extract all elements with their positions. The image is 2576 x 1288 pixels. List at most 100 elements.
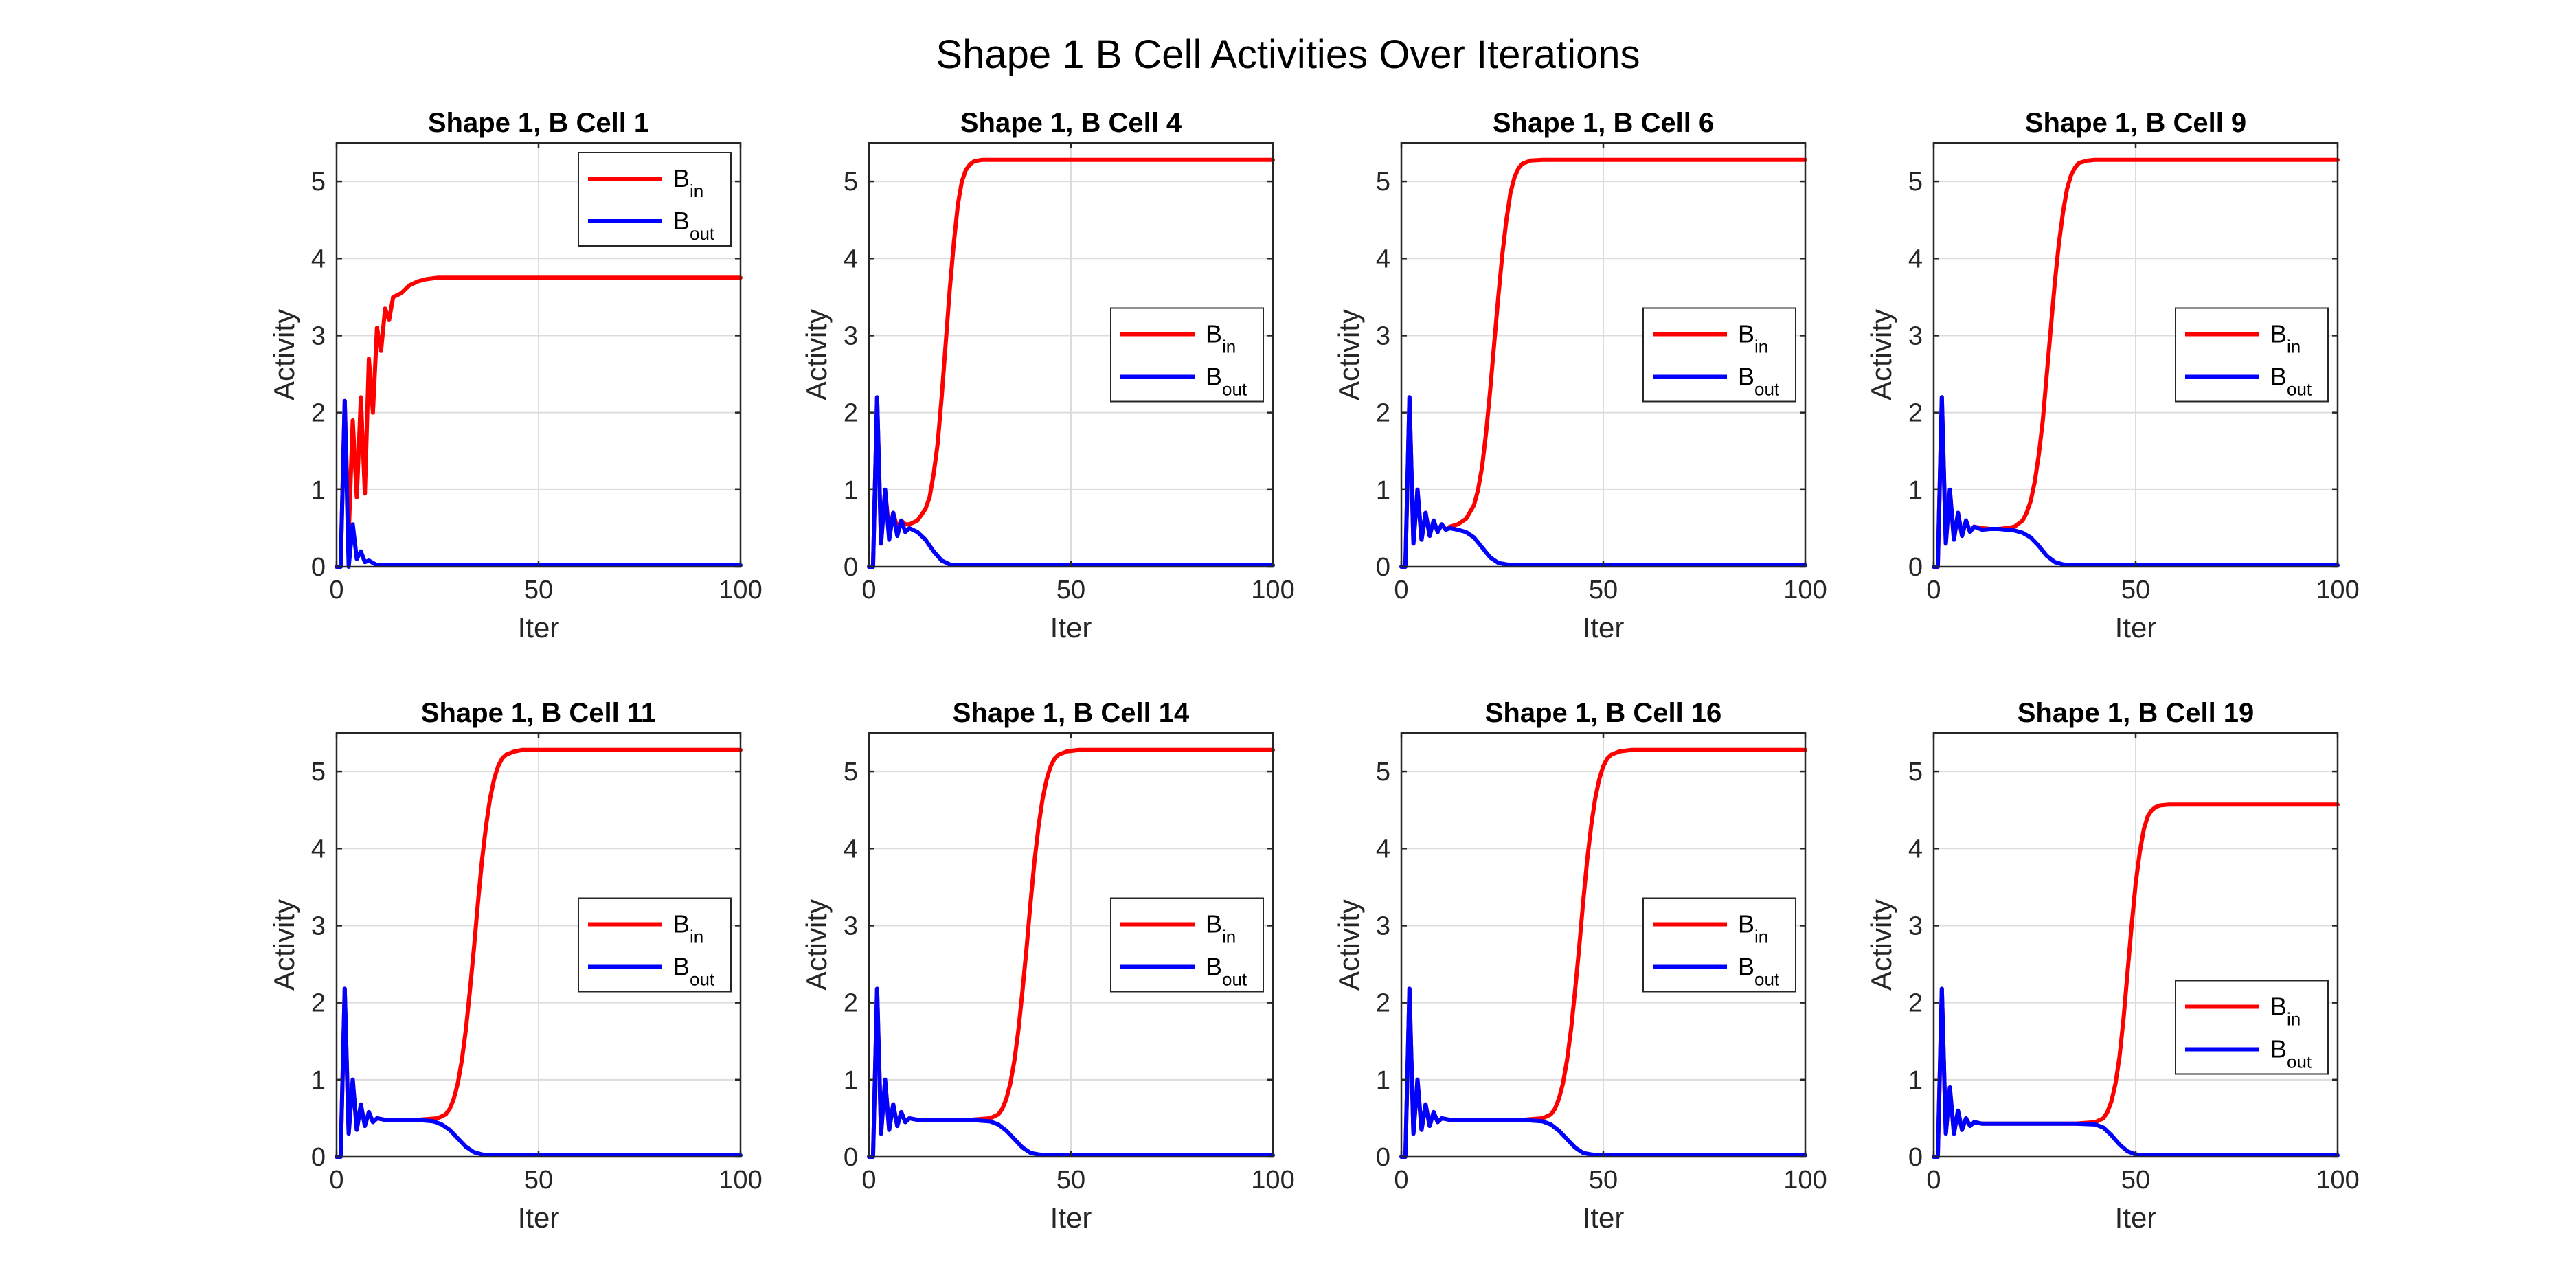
legend-box (578, 897, 732, 993)
x-axis-label: Iter (1583, 611, 1625, 644)
y-tick-label: 2 (1908, 399, 1923, 428)
series-line-b-out (1399, 986, 1807, 1159)
legend-label-b-in: Bin (673, 164, 703, 201)
subplot-title: Shape 1, B Cell 19 (2018, 698, 2255, 728)
x-tick-label: 0 (329, 1166, 343, 1195)
x-axis-label: Iter (1583, 1201, 1625, 1234)
x-tick-label: 100 (1251, 1166, 1294, 1195)
x-tick-label: 0 (1926, 1166, 1941, 1195)
y-tick-label: 1 (311, 476, 326, 505)
y-tick-label: 3 (844, 912, 858, 940)
legend-label-b-in: Bin (2270, 320, 2301, 357)
legend-label-b-in: Bin (1738, 320, 1768, 357)
y-axis-label: Activity (1333, 899, 1365, 991)
y-tick-label: 2 (1376, 399, 1390, 428)
y-tick-label: 1 (311, 1066, 326, 1095)
y-tick-label: 4 (311, 835, 326, 863)
y-axis-label: Activity (268, 309, 300, 400)
y-tick-label: 4 (1908, 245, 1923, 273)
legend-box (1642, 897, 1796, 993)
series-line-b-out (1399, 395, 1807, 569)
y-tick-label: 4 (1376, 245, 1390, 273)
y-axis-label: Activity (268, 899, 300, 991)
y-axis-label: Activity (800, 309, 833, 400)
x-tick-label: 0 (861, 1166, 876, 1195)
legend-label-b-out: Bout (1738, 363, 1780, 400)
x-tick-label: 100 (1783, 1166, 1827, 1195)
series-line-b-out (1932, 395, 2340, 569)
x-tick-label: 50 (1589, 576, 1618, 605)
legend-box (1110, 897, 1264, 993)
y-tick-label: 4 (311, 245, 326, 273)
x-axis-label: Iter (2115, 611, 2157, 644)
y-tick-label: 0 (1376, 553, 1390, 582)
y-tick-label: 0 (1376, 1143, 1390, 1172)
legend-label-b-in: Bin (1206, 910, 1236, 947)
legend-label-b-out: Bout (2270, 363, 2312, 400)
y-tick-label: 2 (311, 989, 326, 1018)
legend-box (2175, 307, 2329, 403)
series-line-b-out (867, 986, 1275, 1159)
y-tick-label: 5 (1908, 168, 1923, 196)
subplot-1: 0 50 100 0 1 2 3 4 5 Shape 1, B Cell 1 Iter Activit… (268, 108, 762, 644)
x-axis-label: Iter (1050, 611, 1092, 644)
x-tick-label: 100 (1251, 576, 1294, 605)
y-tick-label: 3 (1376, 912, 1390, 940)
subplot-title: Shape 1, B Cell 6 (1493, 108, 1714, 138)
series-line-b-out (867, 395, 1275, 569)
subplot-6: 0 50 100 0 1 2 3 4 5 Shape 1, B Cell 14 Iter Activi… (800, 698, 1295, 1234)
x-tick-label: 0 (1394, 1166, 1408, 1195)
legend-label-b-out: Bout (1206, 363, 1247, 400)
series-line-b-in (335, 275, 743, 569)
x-tick-label: 50 (2121, 1166, 2150, 1195)
y-tick-label: 3 (311, 321, 326, 350)
y-tick-label: 0 (311, 1143, 326, 1172)
subplot-2: 0 50 100 0 1 2 3 4 5 Shape 1, B Cell 4 Iter Activit… (800, 108, 1295, 644)
subplot-title: Shape 1, B Cell 14 (953, 698, 1190, 728)
legend-box (1642, 307, 1796, 403)
subplot-title: Shape 1, B Cell 16 (1485, 698, 1722, 728)
y-tick-label: 2 (1376, 989, 1390, 1018)
x-tick-label: 50 (524, 576, 553, 605)
y-tick-label: 0 (311, 553, 326, 582)
y-tick-label: 0 (1908, 1143, 1923, 1172)
y-tick-label: 5 (311, 758, 326, 787)
x-tick-label: 50 (524, 1166, 553, 1195)
x-tick-label: 100 (2316, 576, 2359, 605)
y-tick-label: 2 (311, 399, 326, 428)
y-tick-label: 2 (1908, 989, 1923, 1018)
x-tick-label: 100 (1783, 576, 1827, 605)
x-tick-label: 50 (2121, 576, 2150, 605)
y-tick-label: 0 (844, 553, 858, 582)
legend-label-b-in: Bin (673, 910, 703, 947)
y-tick-label: 0 (1908, 553, 1923, 582)
y-tick-label: 5 (311, 168, 326, 196)
x-tick-label: 100 (2316, 1166, 2359, 1195)
legend-label-b-out: Bout (1206, 953, 1247, 990)
y-tick-label: 1 (1908, 1066, 1923, 1095)
subplot-4: 0 50 100 0 1 2 3 4 5 Shape 1, B Cell 9 Iter Activit… (1865, 108, 2360, 644)
legend-label-b-out: Bout (673, 207, 715, 244)
y-axis-label: Activity (1333, 309, 1365, 400)
y-tick-label: 5 (844, 168, 858, 196)
x-tick-label: 0 (1926, 576, 1941, 605)
y-axis-label: Activity (1865, 309, 1897, 400)
series-line-b-out (335, 398, 743, 569)
y-tick-label: 1 (1376, 476, 1390, 505)
subplot-title: Shape 1, B Cell 9 (2025, 108, 2246, 138)
y-tick-label: 2 (844, 399, 858, 428)
legend-label-b-out: Bout (673, 953, 715, 990)
y-tick-label: 2 (844, 989, 858, 1018)
y-tick-label: 3 (1908, 912, 1923, 940)
subplot-title: Shape 1, B Cell 11 (421, 698, 656, 728)
y-tick-label: 3 (1376, 321, 1390, 350)
legend-label-b-in: Bin (1206, 320, 1236, 357)
y-tick-label: 1 (844, 1066, 858, 1095)
y-tick-label: 4 (1908, 835, 1923, 863)
series-line-b-out (335, 986, 743, 1159)
y-tick-label: 3 (1908, 321, 1923, 350)
legend-label-b-in: Bin (1738, 910, 1768, 947)
legend-label-b-out: Bout (2270, 1035, 2312, 1072)
y-tick-label: 1 (1908, 476, 1923, 505)
